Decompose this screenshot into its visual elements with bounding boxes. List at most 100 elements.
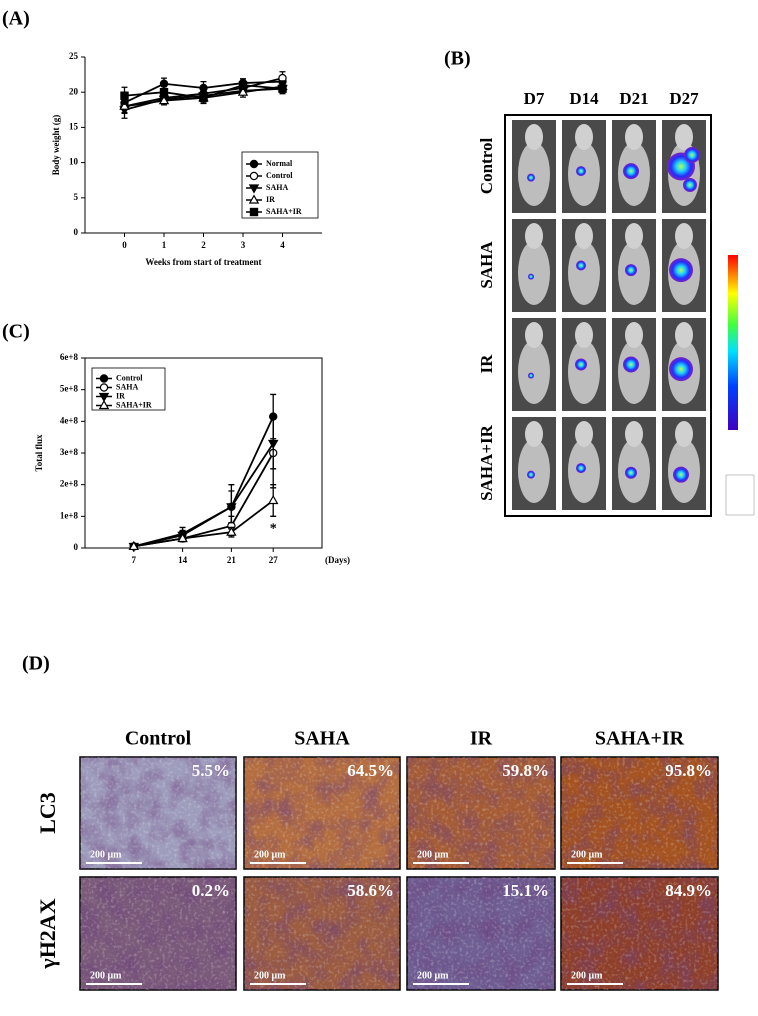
column-header: IR: [470, 728, 493, 750]
scale-bar-label: 200 μm: [254, 970, 286, 981]
panel-label: (D): [22, 653, 50, 675]
row-label: SAHA: [477, 241, 496, 289]
marker: [226, 526, 237, 536]
tissue-texture: [244, 877, 400, 990]
marker: [98, 392, 110, 403]
percentage: 58.6%: [347, 881, 394, 900]
marker: [119, 100, 130, 110]
column-header: D27: [669, 89, 699, 108]
signal: [528, 372, 534, 379]
percentage: 95.8%: [665, 761, 712, 780]
row-label: LC3: [35, 792, 60, 834]
scale-bar-label: 200 μm: [571, 849, 603, 860]
marker: [249, 159, 259, 169]
mouse-head: [575, 421, 593, 447]
tissue-texture: [244, 757, 400, 869]
mouse-body: [568, 339, 600, 404]
legend-label: Control: [116, 373, 143, 382]
signal: [683, 178, 697, 192]
mouse-head: [575, 223, 593, 249]
x-tick-label: 1: [162, 240, 167, 250]
marker: [248, 184, 260, 194]
signal: [575, 358, 587, 371]
marker: [199, 93, 208, 103]
y-tick-label: 20: [69, 86, 79, 96]
panel-label: (B): [444, 48, 471, 70]
mouse-body: [518, 339, 550, 404]
mouse-body: [518, 438, 550, 503]
legend-label: SAHA: [116, 382, 138, 391]
mouse-head: [675, 223, 693, 249]
tissue-texture: [407, 877, 555, 990]
mouse-body: [618, 339, 650, 404]
legend-label: IR: [266, 195, 275, 204]
marker: [98, 399, 110, 410]
signal: [527, 173, 535, 182]
marker: [99, 383, 109, 392]
y-tick-label: 0: [74, 542, 79, 552]
marker: [249, 207, 259, 217]
mouse-head: [575, 124, 593, 150]
marker: [158, 95, 170, 105]
y-tick-label: 15: [69, 121, 79, 131]
x-tick-label: 7: [132, 555, 137, 565]
tissue-texture: [561, 757, 718, 869]
x-tick-label: 4: [280, 240, 285, 250]
signal: [625, 264, 637, 277]
signal: [623, 163, 639, 180]
marker: [278, 84, 287, 93]
mouse-head: [675, 322, 693, 348]
series-line: [133, 452, 274, 548]
percentage: 84.9%: [665, 881, 712, 900]
series-line: [133, 499, 274, 548]
y-tick-label: 1e+8: [60, 510, 79, 520]
y-tick-label: 3e+8: [60, 447, 79, 457]
mouse-head: [625, 124, 643, 150]
column-header: D21: [619, 89, 648, 108]
marker: [159, 87, 169, 97]
marker: [267, 439, 279, 450]
marker: [238, 80, 248, 90]
signal: [576, 260, 586, 271]
y-axis-label: Body weight (g): [51, 115, 61, 176]
scale-bar-label: 200 μm: [90, 849, 122, 860]
mouse-head: [625, 322, 643, 348]
mouse-head: [525, 223, 543, 249]
legend-label: Control: [266, 171, 293, 180]
y-tick-label: 25: [69, 51, 79, 61]
percentage: 15.1%: [502, 881, 549, 900]
signal: [673, 466, 689, 483]
percentage: 0.2%: [192, 881, 230, 900]
legend-label: SAHA: [266, 183, 288, 192]
tissue-texture: [80, 877, 236, 990]
y-tick-label: 6e+8: [60, 352, 79, 362]
marker: [128, 540, 140, 551]
marker: [237, 86, 249, 96]
mouse-head: [525, 322, 543, 348]
mouse-head: [675, 421, 693, 447]
y-tick-label: 5e+8: [60, 384, 79, 394]
legend-label: SAHA+IR: [266, 207, 302, 216]
panel-label: (C): [2, 321, 30, 343]
y-tick-label: 5: [74, 192, 79, 202]
tissue-texture: [407, 757, 555, 869]
annotation: *: [270, 522, 277, 537]
row-label: Control: [477, 138, 496, 195]
series: [128, 484, 279, 551]
signal: [576, 463, 586, 474]
column-header: D7: [524, 89, 545, 108]
legend-label: SAHA+IR: [116, 400, 152, 409]
marker: [249, 171, 259, 181]
y-tick-label: 0: [74, 227, 79, 237]
mouse-head: [525, 421, 543, 447]
x-tick-label: 27: [269, 555, 279, 565]
x-axis-label: (Days): [325, 555, 350, 565]
row-label: SAHA+IR: [477, 424, 496, 501]
row-label: IR: [477, 354, 496, 374]
mouse-head: [575, 322, 593, 348]
signal: [684, 147, 700, 163]
x-tick-label: 14: [178, 555, 188, 565]
percentage: 59.8%: [502, 761, 549, 780]
marker: [226, 503, 237, 513]
percentage: 64.5%: [347, 761, 394, 780]
